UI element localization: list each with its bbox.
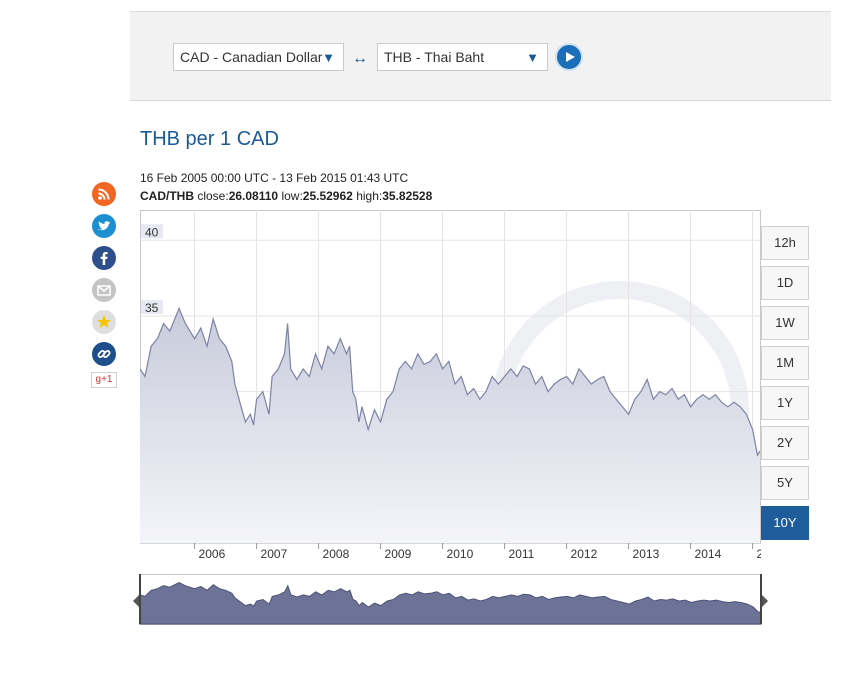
range-button-1d[interactable]: 1D: [761, 266, 809, 300]
pair-label: CAD/THB: [140, 189, 194, 203]
y-tick-label-bg: [141, 299, 163, 314]
y-tick-label: 40: [145, 225, 159, 239]
facebook-icon[interactable]: [92, 246, 116, 270]
low-value: 25.52962: [302, 189, 353, 203]
convert-go-button[interactable]: [555, 43, 583, 71]
x-tick-label: 2007: [261, 547, 288, 561]
x-tick-label: 2013: [633, 547, 660, 561]
x-tick-label: 2009: [385, 547, 412, 561]
twitter-icon[interactable]: [92, 214, 116, 238]
range-button-1w[interactable]: 1W: [761, 306, 809, 340]
navigator-left-handle[interactable]: [133, 595, 139, 607]
favorite-star-icon[interactable]: [92, 310, 116, 334]
y-tick-label-bg: [141, 224, 163, 239]
x-tick-label: 2010: [447, 547, 474, 561]
series-area: [140, 308, 760, 543]
x-tick-label: 2014: [695, 547, 722, 561]
x-tick-label: 2006: [199, 547, 226, 561]
navigator-svg: [133, 574, 768, 625]
rate-chart-svg: 2025303540200620072008200920102011201220…: [139, 210, 784, 561]
date-range-text: 16 Feb 2005 00:00 UTC - 13 Feb 2015 01:4…: [140, 171, 409, 185]
range-button-2y[interactable]: 2Y: [761, 426, 809, 460]
rate-stats: CAD/THB close:26.08110 low:25.52962 high…: [140, 189, 432, 203]
low-label: low:: [281, 189, 303, 203]
navigator-area: [139, 582, 762, 625]
range-button-1m[interactable]: 1M: [761, 346, 809, 380]
x-tick-label: 2008: [323, 547, 350, 561]
converter-bar: CAD - Canadian Dollar ▼ ↔ THB - Thai Bah…: [130, 11, 831, 101]
from-currency-select[interactable]: CAD - Canadian Dollar ▼: [173, 43, 344, 71]
high-label: high:: [356, 189, 383, 203]
range-button-1y[interactable]: 1Y: [761, 386, 809, 420]
series-line: [139, 306, 761, 457]
from-currency-value: CAD - Canadian Dollar: [180, 49, 323, 65]
google-plus-button[interactable]: g+1: [91, 372, 117, 388]
close-value: 26.08110: [228, 189, 279, 203]
to-currency-value: THB - Thai Baht: [384, 49, 485, 65]
x-tick-label: 2012: [571, 547, 598, 561]
swap-icon[interactable]: ↔: [352, 50, 368, 67]
chart-title: THB per 1 CAD: [140, 128, 279, 150]
chevron-down-icon: ▼: [322, 50, 335, 65]
chevron-down-icon: ▼: [526, 50, 539, 65]
x-tick-label: 2011: [509, 547, 535, 561]
navigator-right-handle[interactable]: [762, 595, 768, 607]
rss-icon[interactable]: [92, 182, 116, 206]
email-icon[interactable]: [92, 278, 116, 302]
to-currency-select[interactable]: THB - Thai Baht ▼: [377, 43, 548, 71]
close-label: close:: [197, 189, 229, 203]
link-icon[interactable]: [92, 342, 116, 366]
range-button-5y[interactable]: 5Y: [761, 466, 809, 500]
x-tick-label: 2015: [757, 547, 761, 561]
range-button-12h[interactable]: 12h: [761, 226, 809, 260]
high-value: 35.82528: [382, 189, 433, 203]
y-tick-label: 35: [145, 301, 159, 315]
rate-chart: 2025303540200620072008200920102011201220…: [139, 210, 784, 567]
range-button-10y[interactable]: 10Y: [761, 506, 809, 540]
range-navigator[interactable]: [133, 574, 773, 631]
play-icon: [566, 52, 575, 62]
